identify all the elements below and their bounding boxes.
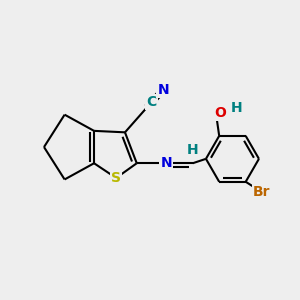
Text: Br: Br (253, 185, 271, 199)
Text: O: O (215, 106, 226, 120)
Text: N: N (160, 156, 172, 170)
Text: S: S (111, 171, 121, 185)
Text: H: H (187, 143, 199, 157)
Text: N: N (158, 82, 169, 97)
Text: H: H (231, 101, 243, 115)
Text: C: C (146, 95, 157, 109)
